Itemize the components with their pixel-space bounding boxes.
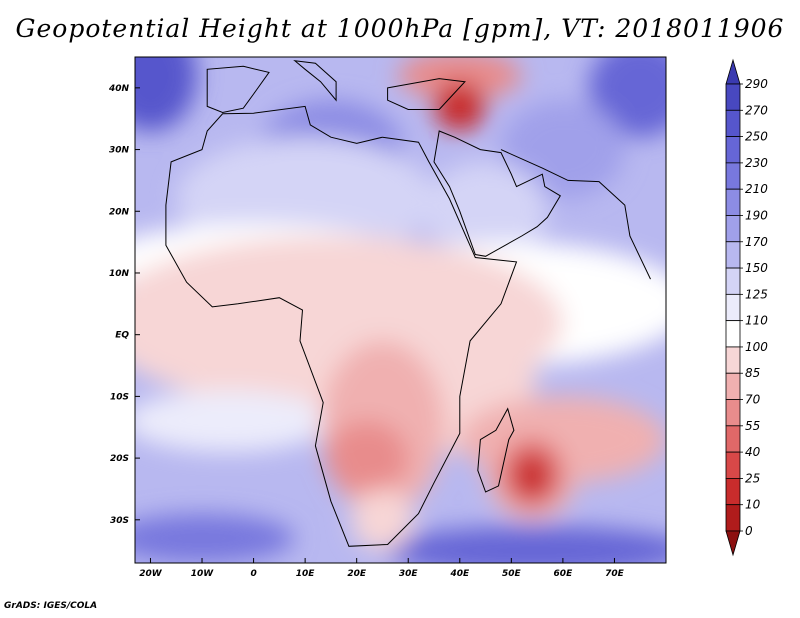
field-blob <box>501 100 625 199</box>
lat-tick-label: 30S <box>110 516 129 526</box>
chart-title: Geopotential Height at 1000hPa [gpm], VT… <box>15 14 785 43</box>
anatolia-coast <box>387 78 466 110</box>
lon-tick-label: 40E <box>449 569 470 579</box>
lon-tick-label: 20E <box>347 569 367 579</box>
colorbar-label: 190 <box>745 208 768 222</box>
lon-tick-label: 50E <box>502 569 522 579</box>
colorbar-label: 290 <box>745 77 768 91</box>
plot-area <box>135 57 666 563</box>
colorbar-label: 55 <box>745 419 760 433</box>
colorbar-label: 0 <box>745 524 753 538</box>
lat-tick-label: 30N <box>109 146 130 156</box>
colorbar-box <box>725 215 741 243</box>
colorbar-label: 10 <box>745 498 761 512</box>
field-blob <box>325 421 409 496</box>
field-blob <box>397 57 522 101</box>
plot-frame <box>134 56 667 564</box>
lon-axis: 20W 10W 0 10E 20E 30E 40E 50E 60E 70E <box>139 558 625 579</box>
lat-tick-label: 10N <box>109 269 130 279</box>
geopotential-field <box>135 57 666 563</box>
colorbar-box <box>725 399 741 427</box>
colorbar-label: 125 <box>745 287 768 301</box>
colorbar-box <box>725 83 741 111</box>
coastlines <box>165 59 651 547</box>
colorbar-box <box>725 346 741 374</box>
lat-tick-label: EQ <box>115 331 129 341</box>
lat-tick-label: 20S <box>110 454 129 464</box>
colorbar-label: 210 <box>745 182 768 196</box>
colorbar-label: 170 <box>745 235 768 249</box>
colorbar-box <box>725 372 741 400</box>
grads-credit: GrADS: IGES/COLA <box>4 601 98 611</box>
africa-coast <box>165 105 518 547</box>
lat-axis: 40N 30N 20N 10N EQ 10S 20S 30S <box>108 84 140 526</box>
colorbar-label: 150 <box>745 261 768 275</box>
lon-tick-label: 10E <box>296 569 316 579</box>
lon-tick-label: 10W <box>191 569 215 579</box>
colorbar-label: 250 <box>745 130 768 144</box>
colorbar-label: 230 <box>745 156 768 170</box>
colorbar-label: 40 <box>745 445 761 459</box>
colorbar: 2902702502302101901701501251101008570554… <box>725 58 768 557</box>
field-blob <box>135 57 197 132</box>
lat-tick-label: 10S <box>110 392 129 402</box>
lon-tick-label: 20W <box>139 569 163 579</box>
colorbar-box <box>725 478 741 506</box>
lon-tick-label: 30E <box>399 569 419 579</box>
iberia-coast <box>206 65 270 114</box>
field-blob <box>135 513 295 563</box>
colorbar-box <box>725 425 741 453</box>
colorbar-label: 100 <box>745 340 768 354</box>
colorbar-label: 85 <box>745 366 760 380</box>
colorbar-box <box>725 136 741 164</box>
south-asia-coast <box>500 149 651 280</box>
madagascar-coast <box>477 407 515 493</box>
lat-tick-label: 40N <box>108 84 130 94</box>
colorbar-bottom-arrow <box>725 530 741 557</box>
colorbar-box <box>725 451 741 479</box>
colorbar-label: 70 <box>745 393 761 407</box>
field-blob <box>135 390 331 452</box>
colorbar-box <box>725 162 741 190</box>
lon-tick-label: 70E <box>605 569 625 579</box>
field-blob <box>513 455 551 499</box>
field-blob <box>382 525 666 563</box>
colorbar-box <box>725 320 741 348</box>
colorbar-box <box>725 109 741 137</box>
colorbar-label: 110 <box>745 314 768 328</box>
colorbar-box <box>725 188 741 216</box>
colorbar-top-arrow <box>725 58 741 85</box>
lat-tick-label: 20N <box>109 207 130 217</box>
italy-coast <box>293 59 337 102</box>
arabia-coast <box>433 130 561 257</box>
colorbar-box <box>725 267 741 295</box>
colorbar-box <box>725 293 741 322</box>
colorbar-box <box>725 241 741 269</box>
lon-tick-label: 60E <box>554 569 574 579</box>
field-blob <box>351 488 414 551</box>
field-blob <box>434 81 486 132</box>
colorbar-box <box>725 504 741 532</box>
lon-tick-label: 0 <box>250 569 256 579</box>
colorbar-label: 25 <box>745 471 760 485</box>
colorbar-label: 270 <box>745 103 768 117</box>
